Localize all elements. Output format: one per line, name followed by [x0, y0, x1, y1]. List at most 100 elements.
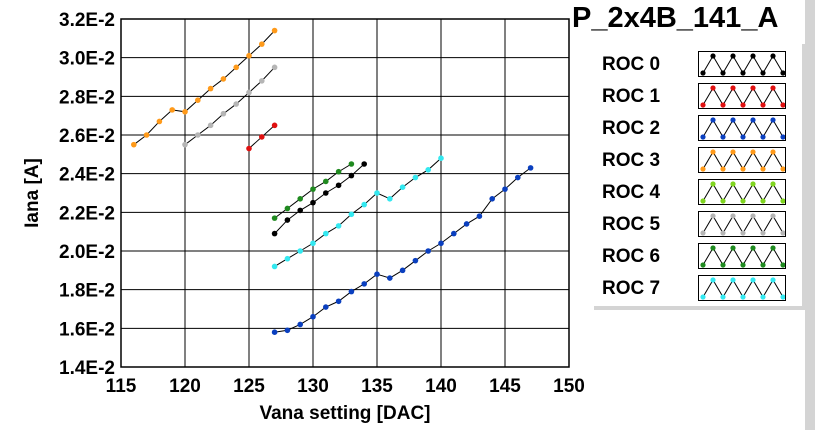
legend-swatch — [698, 211, 786, 237]
data-point-roc-7 — [438, 155, 444, 161]
chart-title: P_2x4B_141_A — [572, 2, 779, 34]
legend-swatch-marker — [750, 117, 756, 123]
data-point-roc-7 — [271, 263, 278, 270]
legend-swatch-marker — [750, 213, 756, 219]
legend-swatch-marker — [720, 198, 726, 204]
legend-swatch-marker — [750, 181, 756, 187]
data-point-roc-3 — [195, 97, 201, 103]
legend-swatch-marker — [750, 245, 756, 251]
data-point-roc-7 — [335, 223, 342, 229]
y-tick-label: 2.8E-2 — [59, 87, 115, 108]
legend-swatch-marker — [740, 102, 746, 108]
legend-swatch-marker — [740, 198, 746, 204]
data-point-roc-7 — [284, 255, 291, 262]
data-point-roc-3 — [143, 132, 150, 138]
legend-swatch-marker — [710, 85, 716, 91]
legend-swatch-marker — [780, 230, 785, 236]
data-point-roc-2 — [527, 165, 534, 171]
legend-entry-roc-5: ROC 5 — [594, 211, 794, 237]
legend-swatch-marker — [780, 70, 785, 76]
legend-swatch-marker — [780, 166, 785, 172]
legend-swatch-graphic — [700, 149, 785, 172]
data-point-roc-0 — [284, 217, 291, 223]
x-tick-label: 135 — [361, 376, 393, 397]
legend-label: ROC 1 — [602, 86, 661, 107]
data-point-roc-3 — [233, 64, 239, 71]
data-point-roc-2 — [348, 288, 355, 295]
legend-swatch-marker — [730, 149, 736, 155]
legend-swatch-graphic — [700, 53, 785, 76]
legend-swatch-marker — [710, 117, 716, 123]
data-point-roc-2 — [476, 213, 483, 219]
legend-swatch-marker — [700, 134, 706, 140]
legend-entry-roc-4: ROC 4 — [594, 179, 794, 205]
legend-swatch-graphic — [700, 277, 785, 300]
data-point-roc-7 — [425, 167, 432, 173]
legend-swatch-marker — [750, 277, 756, 283]
data-point-roc-0 — [361, 161, 368, 167]
data-point-roc-2 — [425, 248, 432, 254]
legend-swatch-marker — [730, 181, 736, 187]
legend-swatch-marker — [750, 85, 756, 91]
legend-swatch — [698, 243, 786, 269]
legend-swatch-marker — [720, 166, 726, 172]
legend-swatch-marker — [740, 294, 746, 300]
legend-swatch-marker — [770, 213, 776, 219]
legend-swatch-marker — [700, 294, 706, 300]
data-point-roc-2 — [399, 267, 406, 274]
legend-swatch-marker — [740, 166, 746, 172]
data-point-roc-6 — [323, 178, 329, 185]
x-tick-label: 150 — [553, 376, 585, 397]
legend-swatch-marker — [780, 198, 785, 204]
legend-swatch-marker — [710, 245, 716, 251]
legend-swatch-marker — [780, 134, 785, 140]
legend-swatch-marker — [740, 262, 746, 268]
legend-swatch-marker — [720, 230, 726, 236]
legend-swatch-marker — [700, 262, 706, 268]
data-point-roc-7 — [412, 174, 419, 181]
data-point-roc-0 — [271, 230, 278, 237]
data-point-roc-2 — [310, 313, 316, 320]
legend-swatch-marker — [760, 198, 766, 204]
legend-swatch — [698, 51, 786, 77]
legend-swatch-marker — [720, 70, 726, 76]
data-point-roc-2 — [297, 321, 304, 328]
data-point-roc-5 — [246, 89, 252, 96]
data-point-roc-3 — [169, 107, 175, 113]
data-point-roc-7 — [387, 196, 393, 202]
legend-swatch-marker — [720, 262, 726, 268]
legend-swatch-marker — [760, 230, 766, 236]
y-tick-label: 3.2E-2 — [59, 10, 115, 31]
data-point-roc-5 — [207, 122, 214, 129]
legend-label: ROC 0 — [602, 54, 661, 75]
plot-background — [121, 19, 569, 367]
data-point-roc-2 — [451, 230, 457, 237]
legend-swatch-marker — [760, 102, 766, 108]
legend-swatch-marker — [710, 277, 716, 283]
x-axis-label: Vana setting [DAC] — [259, 403, 430, 424]
data-point-roc-6 — [310, 186, 316, 192]
data-point-roc-2 — [271, 329, 278, 336]
legend-swatch-marker — [770, 117, 776, 123]
y-tick-label: 3.0E-2 — [59, 49, 115, 70]
data-point-roc-2 — [323, 304, 329, 310]
x-tick-label: 115 — [106, 376, 137, 397]
legend-label: ROC 4 — [602, 182, 661, 203]
legend-swatch-graphic — [700, 213, 785, 236]
data-point-roc-0 — [348, 172, 355, 179]
legend-swatch-marker — [770, 149, 776, 155]
window-scrollbar[interactable] — [805, 0, 815, 430]
data-point-roc-1 — [271, 122, 278, 129]
legend-entry-roc-1: ROC 1 — [594, 83, 794, 109]
legend-entry-roc-6: ROC 6 — [594, 243, 794, 269]
data-point-roc-0 — [323, 190, 329, 196]
series-line-roc-3 — [133, 30, 275, 146]
data-point-roc-3 — [207, 85, 214, 92]
legend-swatch-marker — [780, 294, 785, 300]
data-point-roc-2 — [335, 298, 342, 305]
y-axis-label: Iana [A] — [22, 158, 43, 228]
data-point-roc-3 — [220, 76, 227, 82]
legend-swatch-marker — [780, 262, 785, 268]
